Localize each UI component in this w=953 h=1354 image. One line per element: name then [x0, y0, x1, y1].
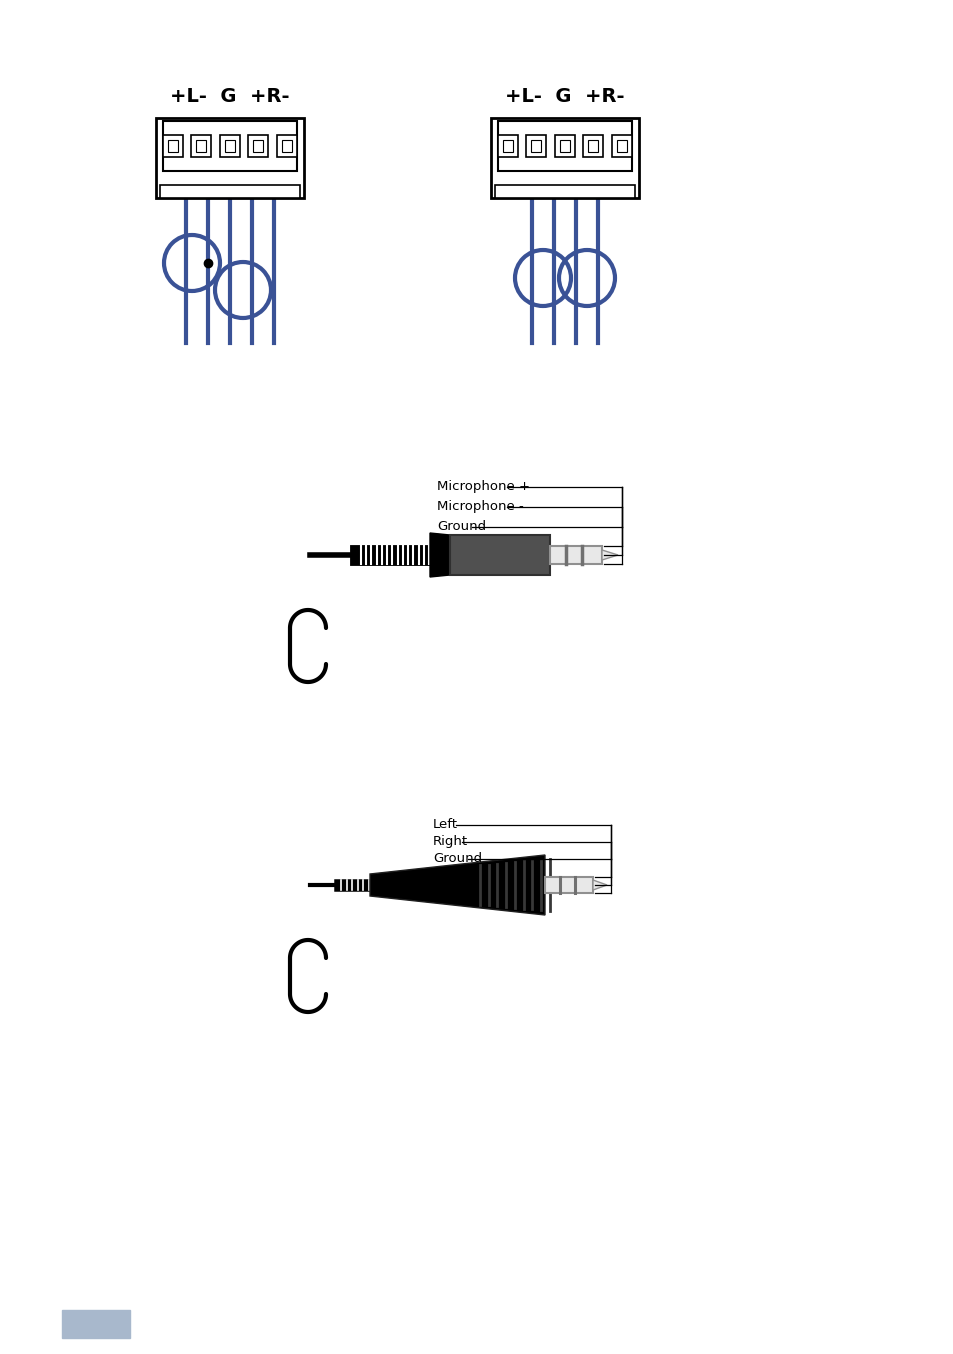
- Bar: [163, 135, 183, 157]
- Bar: [192, 135, 212, 157]
- Polygon shape: [430, 533, 450, 577]
- Text: Microphone -: Microphone -: [436, 501, 523, 513]
- Bar: [497, 121, 631, 171]
- Bar: [163, 121, 296, 171]
- Text: Left: Left: [433, 819, 457, 831]
- Bar: [531, 139, 541, 152]
- Bar: [282, 139, 292, 152]
- Bar: [160, 185, 299, 198]
- Bar: [276, 135, 296, 157]
- Bar: [588, 139, 598, 152]
- Bar: [253, 139, 263, 152]
- Bar: [248, 135, 268, 157]
- Text: +L-  G  +R-: +L- G +R-: [170, 87, 290, 106]
- Bar: [550, 546, 601, 565]
- Bar: [62, 1311, 130, 1338]
- Polygon shape: [593, 880, 606, 890]
- Bar: [156, 118, 304, 198]
- Text: +L-  G  +R-: +L- G +R-: [505, 87, 624, 106]
- Text: Ground: Ground: [433, 853, 481, 865]
- Polygon shape: [370, 854, 544, 915]
- Polygon shape: [601, 550, 618, 561]
- Bar: [502, 139, 513, 152]
- Bar: [612, 135, 631, 157]
- Bar: [168, 139, 178, 152]
- Bar: [196, 139, 206, 152]
- Bar: [617, 139, 626, 152]
- Bar: [495, 185, 635, 198]
- Text: Microphone +: Microphone +: [436, 481, 530, 493]
- Bar: [450, 535, 550, 575]
- Bar: [559, 139, 569, 152]
- Bar: [491, 118, 639, 198]
- Text: Ground: Ground: [436, 520, 486, 533]
- Bar: [225, 139, 234, 152]
- Bar: [583, 135, 603, 157]
- Bar: [526, 135, 546, 157]
- Bar: [497, 135, 517, 157]
- Bar: [555, 135, 575, 157]
- Bar: [220, 135, 240, 157]
- Bar: [544, 877, 593, 894]
- Text: Right: Right: [433, 835, 468, 849]
